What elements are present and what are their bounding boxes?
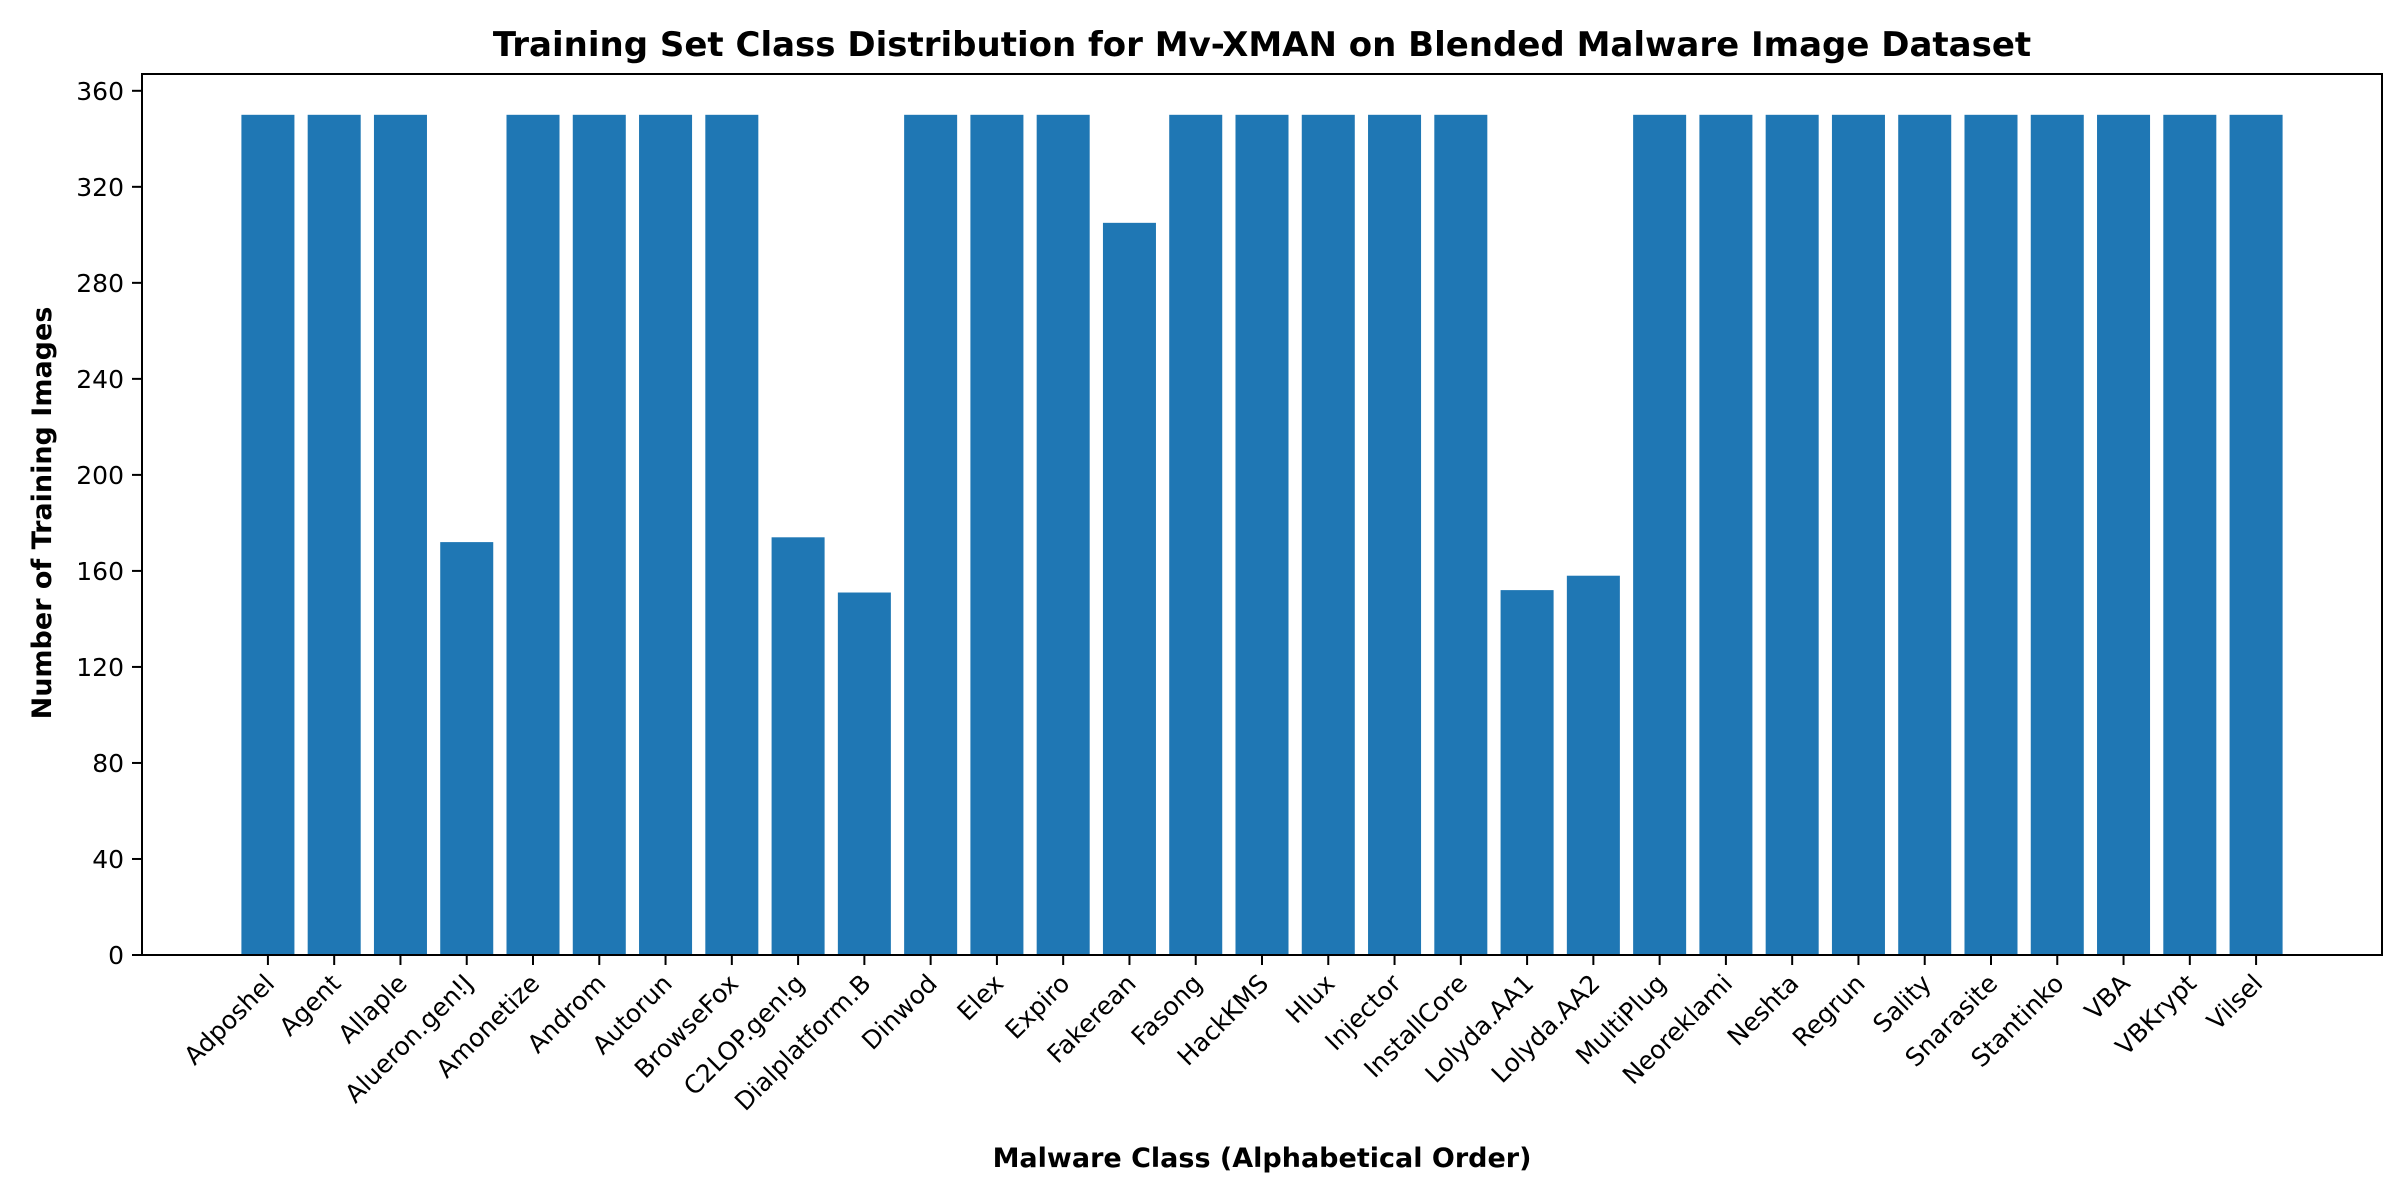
bar [904, 114, 958, 955]
bar [572, 114, 626, 955]
y-axis-ticks: 0 40 80 120 160 200 240 280 320 360 [76, 77, 142, 970]
bar [1633, 114, 1687, 955]
x-axis-label: Malware Class (Alphabetical Order) [993, 1143, 1532, 1174]
bar [1500, 590, 1554, 955]
y-tick-label: 360 [76, 77, 124, 106]
bar [2097, 114, 2151, 955]
x-tick-label: Neshta [1722, 969, 1805, 1052]
bar [1434, 114, 1488, 955]
bar [771, 537, 825, 955]
bar [639, 114, 693, 955]
chart-title: Training Set Class Distribution for Mv-X… [493, 25, 2031, 65]
y-tick-label: 280 [76, 269, 124, 298]
y-axis-label: Number of Training Images [27, 307, 58, 720]
bar [1765, 114, 1819, 955]
y-tick-label: 40 [92, 845, 124, 874]
bar [1235, 114, 1289, 955]
y-tick-label: 0 [108, 941, 124, 970]
bar [1898, 114, 1952, 955]
bar [2163, 114, 2217, 955]
bar [705, 114, 759, 955]
y-tick-label: 200 [76, 461, 124, 490]
bar [2030, 114, 2084, 955]
y-tick-label: 80 [92, 749, 124, 778]
bar [1169, 114, 1223, 955]
x-axis-ticks: AdposhelAgentAllapleAlueron.gen!JAmoneti… [178, 955, 2268, 1116]
x-tick-label: Elex [952, 969, 1010, 1027]
bar [373, 114, 427, 955]
bar-group [241, 114, 2283, 955]
bar [1102, 222, 1156, 955]
bar [1964, 114, 2018, 955]
bar [970, 114, 1024, 955]
y-tick-label: 120 [76, 653, 124, 682]
x-tick-label: Dinwod [856, 969, 943, 1056]
x-tick-label: Adposhel [178, 969, 280, 1071]
plot-frame [141, 73, 2383, 956]
y-tick-label: 320 [76, 173, 124, 202]
bar [1699, 114, 1753, 955]
x-tick-label: VBA [2079, 969, 2136, 1026]
bar [307, 114, 361, 955]
x-tick-label: Hlux [1280, 969, 1340, 1029]
bar [1566, 575, 1620, 955]
bar [1301, 114, 1355, 955]
y-tick-label: 160 [76, 557, 124, 586]
x-tick-label: Regrun [1787, 969, 1871, 1053]
bar [241, 114, 295, 955]
bar [1036, 114, 1090, 955]
bar [2229, 114, 2283, 955]
bar [440, 542, 494, 955]
bar [506, 114, 560, 955]
bar [1368, 114, 1422, 955]
bar [837, 592, 891, 955]
x-tick-label: Vilsel [2201, 969, 2268, 1036]
y-tick-label: 240 [76, 365, 124, 394]
bar [1831, 114, 1885, 955]
